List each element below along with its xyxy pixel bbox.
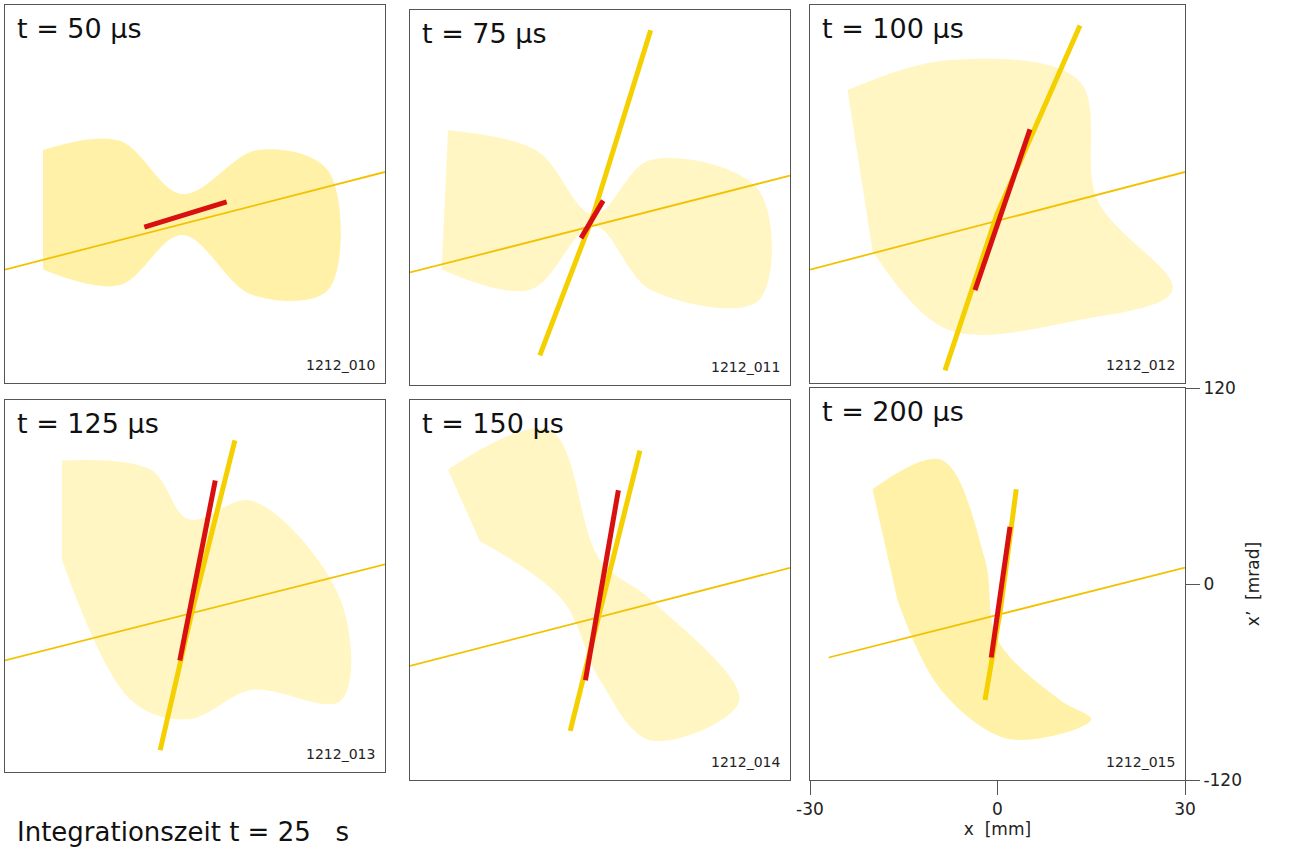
svg-text:t = 150 µs: t = 150 µs bbox=[422, 408, 564, 439]
svg-text:1212_011: 1212_011 bbox=[711, 359, 780, 375]
svg-text:x’ [mrad]: x’ [mrad] bbox=[1243, 542, 1263, 626]
svg-text:30: 30 bbox=[1174, 799, 1196, 819]
svg-text:t = 50 µs: t = 50 µs bbox=[17, 13, 142, 44]
svg-text:-120: -120 bbox=[1203, 770, 1242, 790]
svg-text:t = 200 µs: t = 200 µs bbox=[822, 396, 964, 427]
svg-text:1212_010: 1212_010 bbox=[306, 357, 375, 373]
svg-text:0: 0 bbox=[1203, 574, 1214, 594]
svg-text:-30: -30 bbox=[796, 799, 824, 819]
svg-text:Integrationszeit t = 25 s: Integrationszeit t = 25 s bbox=[17, 817, 349, 847]
svg-text:t = 125 µs: t = 125 µs bbox=[17, 408, 159, 439]
svg-text:1212_013: 1212_013 bbox=[306, 746, 375, 762]
svg-text:0: 0 bbox=[992, 799, 1003, 819]
svg-text:t = 100 µs: t = 100 µs bbox=[822, 13, 964, 44]
svg-text:120: 120 bbox=[1203, 378, 1235, 398]
svg-text:x [mm]: x [mm] bbox=[964, 819, 1031, 839]
svg-text:1212_014: 1212_014 bbox=[711, 754, 780, 770]
svg-text:1212_012: 1212_012 bbox=[1106, 357, 1175, 373]
svg-text:1212_015: 1212_015 bbox=[1106, 754, 1175, 770]
svg-text:t = 75 µs: t = 75 µs bbox=[422, 18, 547, 49]
